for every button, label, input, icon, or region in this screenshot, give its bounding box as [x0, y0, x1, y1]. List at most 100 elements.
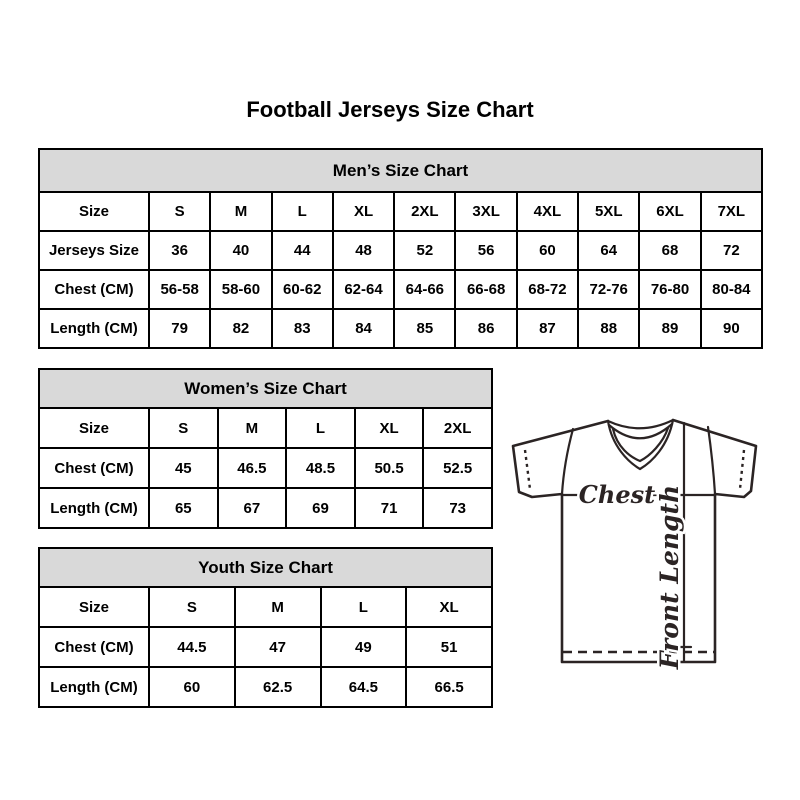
- table-cell: 64-66: [393, 269, 457, 310]
- table-cell: 73: [422, 487, 493, 529]
- table-cell: 71: [353, 487, 425, 529]
- left-armhole-seam: [560, 427, 575, 496]
- jersey-diagram: Chest Front Length: [500, 412, 770, 672]
- table-cell: 60: [148, 666, 236, 708]
- collar-v-inner: [611, 426, 670, 463]
- table-cell: 51: [405, 626, 493, 668]
- column-header: 3XL: [454, 191, 518, 232]
- collar-v-outer: [606, 418, 675, 471]
- column-header: M: [233, 586, 322, 628]
- table-row: Size S M L XL 2XL: [38, 407, 493, 449]
- table-cell: 62.5: [233, 666, 322, 708]
- column-header: L: [319, 586, 408, 628]
- table-cell: 40: [209, 230, 273, 271]
- table-title: Women’s Size Chart: [38, 368, 493, 409]
- table-row: Size S M L XL: [38, 586, 493, 628]
- table-cell: 44.5: [148, 626, 236, 668]
- column-header: S: [148, 586, 236, 628]
- collar-top-curve: [606, 418, 675, 430]
- table-cell: 72: [699, 230, 764, 271]
- jersey-illustration: Chest Front Length: [511, 418, 758, 672]
- table-title: Men’s Size Chart: [38, 148, 763, 193]
- column-header: M: [216, 407, 288, 449]
- table-cell: 67: [216, 487, 288, 529]
- row-label: Chest (CM): [38, 626, 150, 668]
- row-label: Length (CM): [38, 308, 150, 349]
- table-cell: 44: [270, 230, 334, 271]
- table-cell: 56: [454, 230, 518, 271]
- row-label: Chest (CM): [38, 447, 150, 489]
- row-label: Jerseys Size: [38, 230, 150, 271]
- womens-size-table: Women’s Size Chart Size S M L XL 2XL Chest (CM)…: [38, 368, 493, 529]
- table-row: Chest (CM) 44.5 47 49 51: [38, 626, 493, 668]
- table-cell: 68-72: [515, 269, 580, 310]
- left-cuff-dashed-line: [523, 449, 532, 490]
- table-cell: 56-58: [147, 269, 212, 310]
- table-row: Length (CM) 79 82 83 84 85 86 87 88 89 90: [38, 308, 764, 349]
- table-cell: 62-64: [331, 269, 396, 310]
- table-cell: 69: [285, 487, 356, 529]
- row-label: Size: [38, 586, 150, 628]
- table-cell: 64.5: [319, 666, 408, 708]
- table-row: Chest (CM) 45 46.5 48.5 50.5 52.5: [38, 447, 493, 489]
- table-cell: 48.5: [285, 447, 356, 489]
- page-title: Football Jerseys Size Chart: [246, 97, 534, 122]
- column-header: S: [147, 191, 212, 232]
- column-header: 5XL: [577, 191, 641, 232]
- table-cell: 84: [331, 308, 396, 349]
- mens-size-table: Men’s Size Chart Size S M L XL 2XL 3XL 4XL 5XL 6XL…: [38, 148, 764, 349]
- table-cell: 66.5: [405, 666, 493, 708]
- column-header: 7XL: [699, 191, 764, 232]
- table-cell: 60-62: [270, 269, 334, 310]
- table-row: Size S M L XL 2XL 3XL 4XL 5XL 6XL 7XL: [38, 191, 764, 232]
- column-header: M: [209, 191, 273, 232]
- jersey-outline: [511, 418, 758, 664]
- row-label: Size: [38, 191, 150, 232]
- youth-size-table: Youth Size Chart Size S M L XL Chest (CM) 44.5 4…: [38, 547, 493, 708]
- table-row: Length (CM) 65 67 69 71 73: [38, 487, 493, 529]
- table-cell: 88: [577, 308, 641, 349]
- collar-band-curve: [607, 422, 674, 440]
- table-cell: 85: [393, 308, 457, 349]
- column-header: XL: [353, 407, 425, 449]
- table-cell: 79: [147, 308, 212, 349]
- row-label: Chest (CM): [38, 269, 150, 310]
- right-armhole-seam: [706, 425, 717, 496]
- table-row: Chest (CM) 56-58 58-60 60-62 62-64 64-66 66-68…: [38, 269, 764, 310]
- column-header: 4XL: [515, 191, 580, 232]
- table-cell: 47: [233, 626, 322, 668]
- table-cell: 49: [319, 626, 408, 668]
- table-cell: 50.5: [353, 447, 425, 489]
- table-cell: 86: [454, 308, 518, 349]
- table-cell: 46.5: [216, 447, 288, 489]
- column-header: 2XL: [393, 191, 457, 232]
- table-cell: 64: [577, 230, 641, 271]
- table-cell: 65: [148, 487, 219, 529]
- column-header: 2XL: [422, 407, 493, 449]
- column-header: XL: [331, 191, 396, 232]
- table-row: Jerseys Size 36 40 44 48 52 56 60 64 68 72: [38, 230, 764, 271]
- column-header: L: [270, 191, 334, 232]
- column-header: S: [148, 407, 219, 449]
- table-cell: 68: [638, 230, 702, 271]
- table-title: Youth Size Chart: [38, 547, 493, 588]
- table-cell: 83: [270, 308, 334, 349]
- table-cell: 87: [515, 308, 580, 349]
- table-cell: 89: [638, 308, 702, 349]
- column-header: 6XL: [638, 191, 702, 232]
- column-header: XL: [405, 586, 493, 628]
- table-cell: 52: [393, 230, 457, 271]
- front-length-label: Front Length: [655, 485, 684, 670]
- chest-label: Chest: [579, 480, 655, 509]
- row-label: Length (CM): [38, 666, 150, 708]
- row-label: Length (CM): [38, 487, 150, 529]
- table-cell: 90: [699, 308, 764, 349]
- table-cell: 82: [209, 308, 273, 349]
- table-row: Length (CM) 60 62.5 64.5 66.5: [38, 666, 493, 708]
- table-cell: 66-68: [454, 269, 518, 310]
- right-cuff-dashed-line: [738, 449, 746, 490]
- table-cell: 58-60: [209, 269, 273, 310]
- table-cell: 48: [331, 230, 396, 271]
- table-cell: 45: [148, 447, 219, 489]
